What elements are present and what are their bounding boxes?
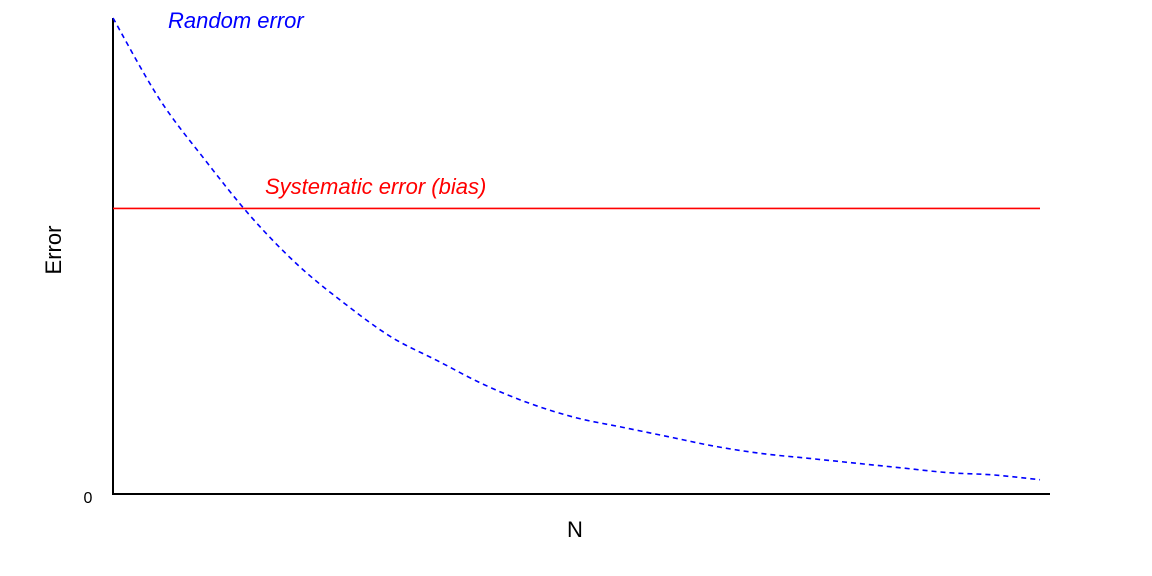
x-axis-title: N <box>567 517 583 542</box>
random-error-annotation: Random error <box>168 8 305 33</box>
y-tick-label-zero: 0 <box>84 490 93 507</box>
series-layer <box>112 17 1041 481</box>
series-line-random-error <box>112 17 1041 481</box>
y-axis-title: Error <box>41 226 66 275</box>
axes <box>112 18 1050 495</box>
systematic-error-annotation: Systematic error (bias) <box>265 174 486 199</box>
